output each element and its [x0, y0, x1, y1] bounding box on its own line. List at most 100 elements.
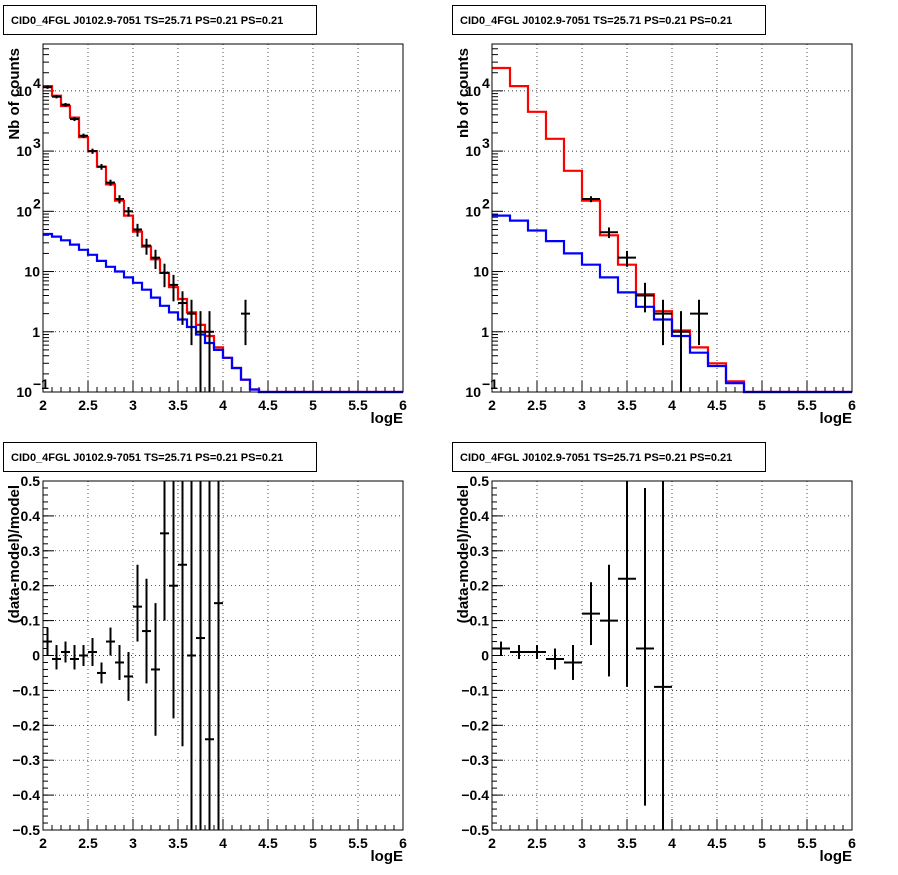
title-box	[452, 442, 766, 472]
y-tick-exponent: 4	[482, 75, 490, 91]
data-point	[97, 662, 106, 684]
x-tick-label: 3	[129, 835, 137, 851]
y-tick-label: 10	[16, 143, 32, 159]
series-blue-histogram	[492, 214, 852, 394]
data-point	[205, 311, 214, 392]
y-tick-exponent: 2	[482, 195, 490, 211]
chart-title: CID0_4FGL J0102.9-7051 TS=25.71 PS=0.21 …	[460, 15, 732, 27]
data-point	[196, 481, 205, 830]
data-point	[636, 487, 654, 806]
x-axis-label: logE	[820, 848, 853, 865]
x-tick-label: 4.5	[707, 835, 727, 851]
data-point	[88, 148, 97, 154]
y-tick-label: 10	[16, 384, 32, 400]
y-tick-exponent: −1	[33, 376, 49, 392]
x-tick-label: 5.5	[797, 397, 817, 413]
x-tick-label: 5.5	[797, 835, 817, 851]
x-tick-label: 3.5	[168, 397, 188, 413]
y-tick-label: 1	[32, 324, 40, 340]
data-point	[124, 206, 133, 217]
data-point	[618, 481, 636, 687]
y-tick-label: −0.4	[12, 787, 40, 803]
y-tick-label: 0	[481, 648, 489, 664]
data-point	[618, 250, 636, 267]
y-tick-label: 0.1	[470, 613, 490, 629]
data-point	[70, 645, 79, 670]
data-point	[178, 481, 187, 747]
x-tick-label: 3	[129, 397, 137, 413]
data-point	[636, 282, 654, 313]
data-point	[115, 195, 124, 204]
x-tick-label: 2	[488, 397, 496, 413]
plot-frame	[491, 43, 853, 393]
y-tick-label: −0.2	[12, 717, 40, 733]
x-axis-label: logE	[371, 410, 404, 427]
plot-frame	[491, 480, 853, 831]
plot-frame	[42, 43, 404, 393]
y-tick-label: 0.4	[470, 508, 490, 524]
y-tick-label: 10	[465, 143, 481, 159]
data-point	[142, 578, 151, 684]
data-point	[169, 481, 178, 719]
y-tick-exponent: 3	[482, 135, 490, 151]
x-tick-label: 3	[578, 397, 586, 413]
data-point	[43, 627, 52, 656]
title-box	[3, 5, 317, 35]
y-tick-label: 0.4	[21, 508, 41, 524]
y-tick-label: −0.1	[12, 682, 40, 698]
data-point	[600, 227, 618, 239]
x-axis-label: logE	[820, 410, 853, 427]
data-point	[133, 564, 142, 642]
chart-panel-top-right: CID0_4FGL J0102.9-7051 TS=25.71 PS=0.21 …	[452, 5, 856, 427]
y-axis-label: (data-model)/model	[455, 485, 472, 623]
data-point	[43, 85, 52, 89]
x-tick-label: 2	[39, 835, 47, 851]
x-tick-label: 5	[309, 835, 317, 851]
y-tick-label: 10	[465, 384, 481, 400]
x-tick-label: 4	[219, 397, 227, 413]
data-point	[205, 481, 214, 830]
y-tick-label: 10	[16, 83, 32, 99]
data-point	[600, 564, 618, 677]
y-tick-exponent: 2	[33, 195, 41, 211]
data-point	[151, 603, 160, 736]
plot-frame	[42, 480, 404, 831]
x-tick-label: 4.5	[258, 835, 278, 851]
series-red-histogram	[43, 85, 403, 394]
data-point	[582, 582, 600, 646]
data-point	[654, 481, 672, 830]
y-tick-exponent: 3	[33, 135, 41, 151]
data-point	[178, 291, 187, 325]
data-point	[654, 299, 672, 346]
data-point	[79, 133, 88, 138]
y-tick-label: −0.3	[461, 752, 489, 768]
x-tick-label: 4	[219, 835, 227, 851]
data-point	[160, 263, 169, 288]
y-tick-label: −0.5	[461, 822, 489, 838]
chart-title: CID0_4FGL J0102.9-7051 TS=25.71 PS=0.21 …	[11, 15, 283, 27]
data-point	[52, 645, 61, 670]
x-tick-label: 2.5	[78, 835, 98, 851]
x-tick-label: 2	[39, 397, 47, 413]
y-tick-label: 0.2	[470, 578, 490, 594]
x-tick-label: 3.5	[617, 835, 637, 851]
data-point	[187, 299, 196, 346]
x-tick-label: 5.5	[348, 397, 368, 413]
data-point	[124, 652, 133, 701]
y-axis-label: Nb of counts	[6, 48, 23, 140]
x-tick-label: 3.5	[617, 397, 637, 413]
data-point	[196, 311, 205, 392]
data-point	[88, 638, 97, 666]
y-tick-label: 0.5	[21, 473, 41, 489]
y-tick-label: 10	[465, 203, 481, 219]
data-point	[187, 481, 196, 830]
y-axis-label: (data-model)/model	[6, 485, 23, 623]
data-point	[214, 481, 223, 830]
x-tick-label: 2.5	[527, 397, 547, 413]
y-tick-label: 10	[465, 83, 481, 99]
y-tick-label: 10	[24, 264, 40, 280]
data-point	[169, 274, 178, 302]
x-tick-label: 6	[399, 397, 407, 413]
x-tick-label: 5.5	[348, 835, 368, 851]
